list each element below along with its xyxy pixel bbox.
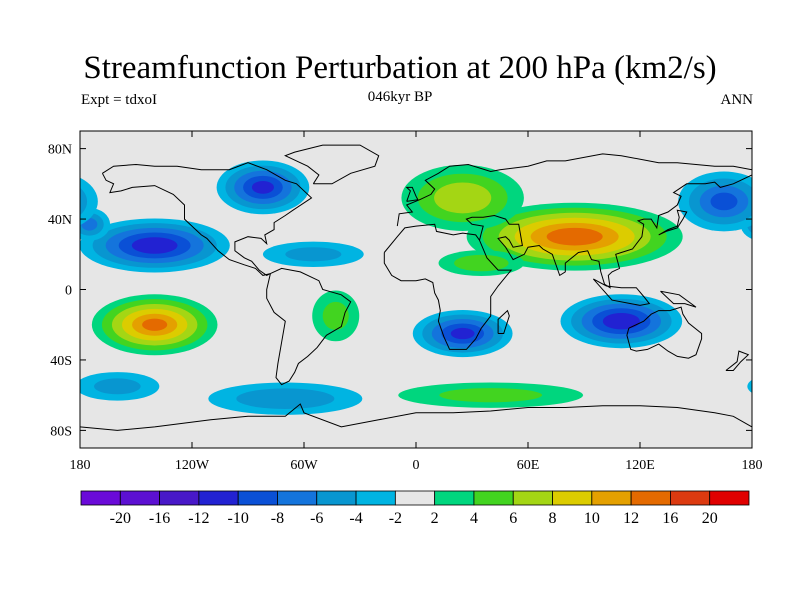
- colorbar-label: 12: [623, 510, 639, 527]
- experiment-label: Expt = tdxoI: [81, 92, 157, 108]
- coastline-11: [658, 209, 688, 236]
- colorbar-label: 4: [470, 510, 478, 527]
- coastline-0: [101, 162, 313, 276]
- colorbar-label: 6: [509, 510, 517, 527]
- field-samerica-high: [312, 290, 360, 342]
- colorbar-label: -2: [389, 510, 402, 527]
- coastline-1: [266, 267, 352, 386]
- y-tick-label: 80N: [48, 143, 72, 158]
- x-tick-label: 120W: [175, 458, 210, 473]
- colorbar-swatch: [709, 490, 750, 506]
- colorbar-label: 2: [431, 510, 439, 527]
- field-s-pacific-low: [80, 372, 160, 401]
- colorbar-swatch: [237, 490, 278, 506]
- field-s-pacific-low-wrap: [747, 379, 752, 393]
- colorbar-label: -20: [110, 510, 131, 527]
- field-s-atlantic-low: [208, 382, 363, 415]
- coastline-12: [497, 309, 510, 334]
- colorbar-swatch: [316, 490, 357, 506]
- axis-ticks: 180 120W 60W 0 60E 120E 180 80N 40N 0 40S 80S: [48, 131, 763, 473]
- field-southern-ocean-high: [398, 382, 584, 408]
- field-canada-low: [216, 160, 310, 215]
- colorbar-swatch: [512, 490, 553, 506]
- colorbar-label: -6: [310, 510, 323, 527]
- coastline-3: [383, 223, 513, 350]
- field-n-pacific-low: [80, 218, 230, 273]
- colorbar-swatch: [80, 490, 121, 506]
- field-nw-pacific-low-wrap: [80, 177, 98, 226]
- colorbar-swatch: [394, 490, 436, 506]
- field-asia-high: [466, 202, 683, 271]
- field-atlantic-low: [262, 241, 364, 267]
- y-tick-label: 80S: [50, 424, 72, 439]
- coastline-10: [405, 186, 419, 202]
- colorbar-label: -16: [149, 510, 170, 527]
- x-tick-label: 0: [413, 458, 420, 473]
- colorbar-swatch: [591, 490, 632, 506]
- coastline-4: [465, 174, 752, 289]
- period-label: 046kyr BP: [367, 89, 433, 105]
- colorbar-swatch: [552, 490, 593, 506]
- colorbar-label: -12: [188, 510, 209, 527]
- chart-title: Streamfunction Perturbation at 200 hPa (…: [83, 50, 717, 86]
- coastline-9: [660, 290, 697, 308]
- season-label: ANN: [720, 92, 754, 108]
- x-tick-label: 180: [70, 458, 91, 473]
- coastline-2: [396, 153, 752, 227]
- colorbar-swatch: [159, 490, 200, 506]
- field-africa-high: [438, 250, 525, 276]
- coastline-8: [592, 278, 651, 306]
- field-s-pacific-high: [91, 294, 218, 356]
- coastline-layer: [80, 144, 752, 431]
- field-s-indian-low: [560, 294, 683, 349]
- colorbar-label: -8: [271, 510, 284, 527]
- colorbar-label: 8: [549, 510, 557, 527]
- field-nw-pacific-low: [678, 171, 752, 232]
- y-tick-label: 40N: [48, 213, 72, 228]
- colorbar-swatch: [198, 490, 239, 506]
- field-s-africa-low: [412, 309, 513, 358]
- colorbar-label: 20: [702, 510, 718, 527]
- field-n-pacific-low-wrap: [751, 242, 752, 249]
- x-tick-label: 180: [742, 458, 763, 473]
- colorbar-label: -10: [228, 510, 249, 527]
- coastline-5: [626, 306, 703, 359]
- colorbar-swatch: [119, 490, 160, 506]
- coastline-13: [725, 350, 750, 371]
- x-tick-label: 60W: [290, 458, 318, 473]
- colorbar-swatch: [473, 490, 514, 506]
- y-tick-label: 0: [65, 284, 72, 299]
- colorbar-label: -4: [349, 510, 362, 527]
- field-europe-high: [401, 164, 524, 231]
- field-layer: [80, 160, 752, 415]
- x-tick-label: 120E: [625, 458, 655, 473]
- y-tick-label: 40S: [50, 354, 72, 369]
- colorbar: -20 -16 -12 -10 -8 -6 -4 -2 2 4 6 8 10 12 16 20: [80, 490, 750, 527]
- colorbar-label: 10: [584, 510, 600, 527]
- colorbar-swatch: [670, 490, 711, 506]
- colorbar-swatch: [630, 490, 671, 506]
- x-tick-label: 60E: [517, 458, 540, 473]
- colorbar-swatch: [434, 490, 475, 506]
- colorbar-swatch: [277, 490, 318, 506]
- colorbar-swatch: [355, 490, 396, 506]
- colorbar-label: 16: [662, 510, 678, 527]
- coastline-6: [80, 403, 752, 431]
- coastline-7: [284, 144, 380, 185]
